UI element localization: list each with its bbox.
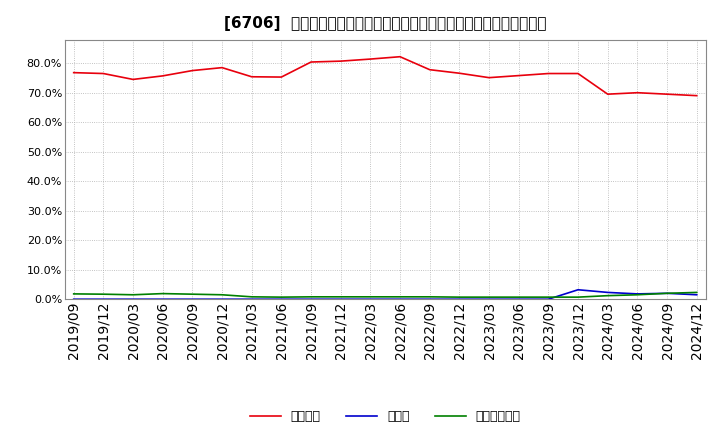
自己資本 [603,92,612,97]
のれん [336,297,345,302]
のれん [455,297,464,302]
繰延税金資産 [574,294,582,300]
自己資本 [188,68,197,73]
のれん [544,297,553,302]
のれん [158,297,167,302]
のれん [188,297,197,302]
自己資本 [366,56,374,62]
自己資本 [544,71,553,76]
自己資本 [396,54,405,59]
のれん [69,297,78,302]
自己資本 [158,73,167,78]
自己資本 [217,65,226,70]
Line: 自己資本: 自己資本 [73,57,697,95]
自己資本 [129,77,138,82]
繰延税金資産 [396,294,405,300]
繰延税金資産 [307,294,315,300]
のれん [603,290,612,295]
自己資本 [455,70,464,76]
Line: のれん: のれん [73,290,697,299]
繰延税金資産 [603,293,612,298]
のれん [485,297,493,302]
繰延税金資産 [248,294,256,300]
のれん [99,297,108,302]
繰延税金資産 [633,292,642,297]
繰延税金資産 [455,294,464,300]
Line: 繰延税金資産: 繰延税金資産 [73,293,697,297]
繰延税金資産 [99,292,108,297]
繰延税金資産 [693,290,701,295]
繰延税金資産 [217,292,226,297]
繰延税金資産 [277,294,286,300]
のれん [366,297,374,302]
Title: [6706]  自己資本、のれん、繰延税金資産の総資産に対する比率の推移: [6706] 自己資本、のれん、繰延税金資産の総資産に対する比率の推移 [224,16,546,32]
繰延税金資産 [366,294,374,300]
のれん [426,297,434,302]
のれん [217,297,226,302]
自己資本 [307,59,315,65]
のれん [633,291,642,297]
のれん [248,297,256,302]
自己資本 [633,90,642,95]
繰延税金資産 [188,292,197,297]
自己資本 [336,59,345,64]
自己資本 [248,74,256,79]
のれん [574,287,582,293]
繰延税金資産 [129,292,138,297]
自己資本 [485,75,493,80]
自己資本 [514,73,523,78]
繰延税金資産 [485,294,493,300]
自己資本 [662,92,671,97]
繰延税金資産 [336,294,345,300]
のれん [396,297,405,302]
のれん [307,297,315,302]
のれん [514,297,523,302]
繰延税金資産 [662,291,671,296]
のれん [662,291,671,296]
のれん [129,297,138,302]
自己資本 [69,70,78,75]
のれん [693,292,701,297]
繰延税金資産 [514,294,523,300]
自己資本 [99,71,108,76]
自己資本 [426,67,434,72]
繰延税金資産 [158,291,167,296]
のれん [277,297,286,302]
Legend: 自己資本, のれん, 繰延税金資産: 自己資本, のれん, 繰延税金資産 [245,405,526,428]
自己資本 [277,74,286,80]
繰延税金資産 [544,294,553,300]
繰延税金資産 [426,294,434,300]
繰延税金資産 [69,291,78,297]
自己資本 [574,71,582,76]
自己資本 [693,93,701,98]
